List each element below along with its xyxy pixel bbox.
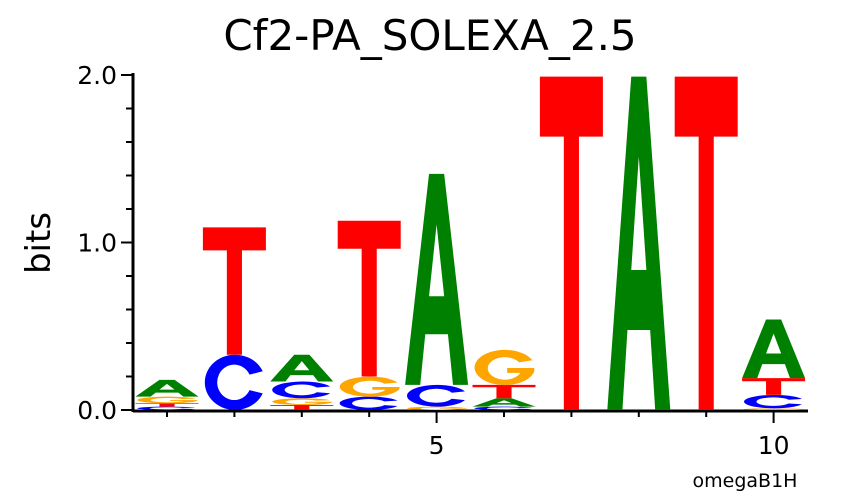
glyph-T [202,227,266,355]
letter-A-pos-10 [742,319,806,379]
letter-T-pos-6 [472,384,536,399]
letter-A-pos-8 [607,76,671,411]
chart-title: Cf2-PA_SOLEXA_2.5 [223,11,636,60]
letter-C-pos-5 [406,384,465,407]
y-tick-label: 1.0 [77,229,117,258]
letter-T-pos-4 [337,220,401,377]
letter-A-pos-3 [270,354,334,382]
letter-C-pos-10 [743,394,802,409]
letter-C-pos-3 [272,381,331,399]
glyph-A [270,354,334,382]
letter-T-pos-9 [674,76,738,411]
letter-G-pos-5 [407,406,467,411]
glyph-T [270,404,334,410]
glyph-A [135,379,199,397]
letter-stacks [135,76,806,411]
glyph-A [742,319,806,379]
letter-A-pos-1 [135,379,199,397]
letter-T-pos-3 [270,404,334,410]
glyph-G [407,406,467,411]
letter-G-pos-10 [744,408,804,411]
glyph-T [742,378,806,395]
y-tick-label: 0.0 [77,396,117,425]
glyph-G [339,376,400,397]
glyph-G [474,349,535,386]
letter-G-pos-4 [339,376,400,397]
glyph-C [743,394,802,409]
letter-G-pos-6 [474,349,535,386]
y-tick-label: 2.0 [77,61,117,90]
glyph-C [272,381,331,399]
glyph-G [744,408,804,411]
glyph-T [472,384,536,399]
glyph-A [472,398,536,407]
axes: 0.0 1.0 2.0 5 10 [77,61,808,460]
letter-A-pos-6 [472,398,536,407]
letter-T-pos-2 [202,227,266,355]
x-tick-label: 10 [758,431,790,460]
letter-T-pos-10 [742,378,806,395]
letter-A-pos-5 [405,173,469,385]
glyph-T [135,403,199,407]
x-tick-label: 5 [429,431,445,460]
letter-G-pos-1 [137,396,198,404]
letter-C-pos-6 [474,406,533,410]
glyph-T [674,76,738,411]
letter-C-pos-2 [204,354,263,410]
glyph-C [406,384,465,407]
letter-C-pos-4 [339,396,398,410]
glyph-T [337,220,401,377]
footer-label: omegaB1H [693,470,798,492]
letter-T-pos-7 [539,76,603,411]
glyph-C [137,406,196,410]
glyph-G [272,398,333,406]
glyph-T [539,76,603,411]
glyph-C [339,396,398,410]
glyph-A [607,76,671,411]
letter-T-pos-1 [135,403,199,407]
glyph-A [405,173,469,385]
y-axis-label: bits [19,212,59,274]
glyph-G [137,396,198,404]
letter-G-pos-3 [272,398,333,406]
glyph-C [204,354,263,410]
letter-C-pos-1 [137,406,196,410]
glyph-C [474,406,533,410]
